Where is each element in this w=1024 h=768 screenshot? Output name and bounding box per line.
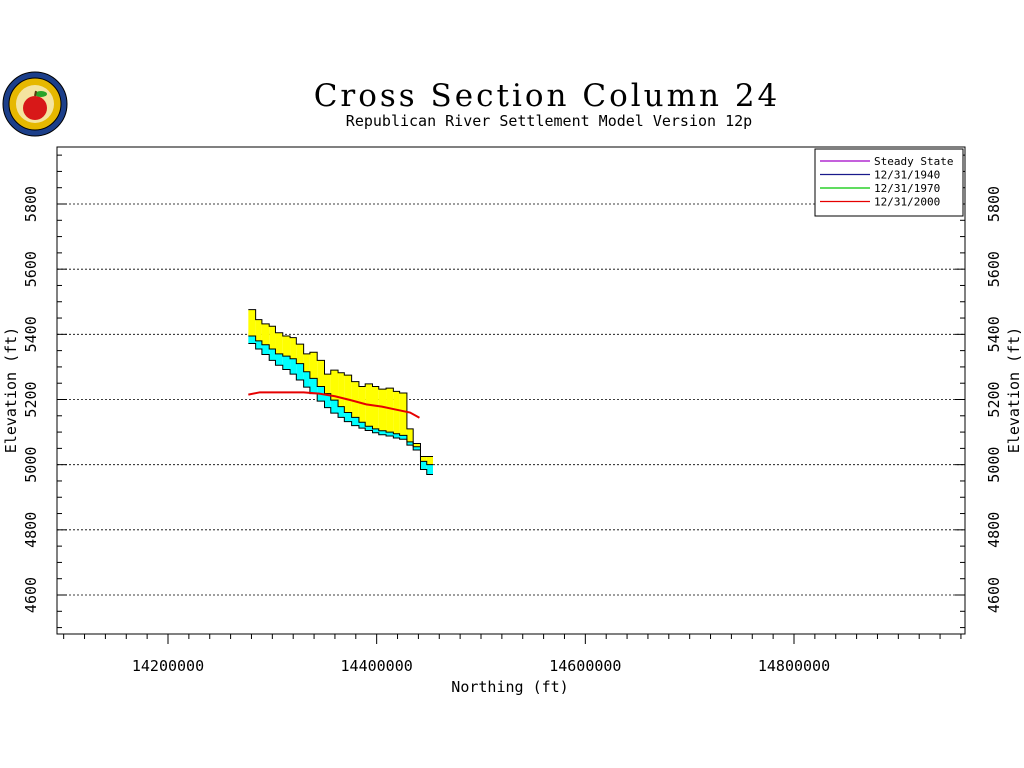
layer-outline-mid xyxy=(248,335,434,466)
legend: Steady State12/31/194012/31/197012/31/20… xyxy=(814,148,964,217)
layer-fills xyxy=(248,309,434,475)
layer-cell-upper xyxy=(344,375,352,413)
layer-outline-top xyxy=(248,309,434,458)
plot-frame xyxy=(56,146,966,635)
layer-cell-lower xyxy=(386,432,394,436)
layer-cell-lower xyxy=(420,461,427,470)
layer-cell-lower xyxy=(261,344,270,355)
layer-cell-upper xyxy=(255,319,262,341)
layer-cell-upper xyxy=(317,360,325,387)
legend-label: 12/31/2000 xyxy=(874,196,940,209)
tick-labels: 4600 4600 4800 4800 5000 5000 5200 5200 5400 5400… xyxy=(22,186,1003,675)
layer-cell-lower xyxy=(393,433,400,438)
layer-cell-upper xyxy=(406,428,414,442)
layer-cell-lower xyxy=(365,426,373,431)
legend-label: Steady State xyxy=(874,155,953,168)
layer-cell-lower xyxy=(351,417,359,426)
y-tick-label-left: 5400 xyxy=(22,316,40,352)
layer-cell-upper xyxy=(420,456,427,462)
y-tick-label-left: 5800 xyxy=(22,186,40,222)
seal-logo xyxy=(2,71,68,137)
layer-cell-upper xyxy=(378,389,387,431)
layer-cell-upper xyxy=(413,443,421,447)
layer-cell-upper xyxy=(324,374,331,394)
legend-box xyxy=(814,148,964,217)
series-lines xyxy=(248,391,420,419)
layer-cell-upper xyxy=(248,309,256,336)
layer-cell-upper xyxy=(358,386,366,423)
layer-cell-lower xyxy=(399,435,407,440)
legend-label: 12/31/1970 xyxy=(874,182,940,195)
y-tick-label-left: 5600 xyxy=(22,251,40,287)
gridlines xyxy=(57,203,965,596)
layer-cell-upper xyxy=(269,326,276,349)
layer-cell-lower xyxy=(413,446,421,451)
chart-subtitle: Republican River Settlement Model Versio… xyxy=(346,112,752,130)
layer-cell-lower xyxy=(255,340,262,349)
layer-cell-lower xyxy=(309,378,318,394)
y-tick-label-left: 4600 xyxy=(22,577,40,613)
layer-cell-upper xyxy=(393,391,400,434)
y-tick-label-right: 4600 xyxy=(985,577,1003,613)
layer-cell-upper xyxy=(386,388,394,433)
layer-cell-upper xyxy=(330,370,339,401)
y-tick-label-right: 4800 xyxy=(985,512,1003,548)
x-tick-label: 14200000 xyxy=(132,657,204,675)
x-tick-label: 14400000 xyxy=(341,657,413,675)
layer-cell-lower xyxy=(426,464,434,475)
layer-outline-bot xyxy=(248,342,434,475)
layer-cell-upper xyxy=(282,335,291,357)
layer-cell-upper xyxy=(351,381,359,418)
y-tick-label-right: 5200 xyxy=(985,381,1003,417)
layer-cell-upper xyxy=(309,352,318,379)
layer-cell-upper xyxy=(426,456,434,465)
layer-cell-lower xyxy=(296,363,304,380)
layer-cell-lower xyxy=(330,400,339,414)
x-tick-label: 14800000 xyxy=(758,657,830,675)
legend-label: 12/31/1940 xyxy=(874,169,940,182)
layer-cell-lower xyxy=(303,371,310,388)
layer-cell-lower xyxy=(378,430,387,435)
layer-cell-upper xyxy=(261,323,270,345)
layer-cell-upper xyxy=(303,353,310,372)
layer-cell-lower xyxy=(344,412,352,422)
y-tick-label-left: 4800 xyxy=(22,512,40,548)
layer-cell-upper xyxy=(290,337,297,359)
x-axis-label: Northing (ft) xyxy=(451,678,568,696)
layer-cell-lower xyxy=(338,406,345,418)
y-tick-label-right: 5400 xyxy=(985,316,1003,352)
layer-cell-lower xyxy=(275,353,283,366)
layer-cell-upper xyxy=(296,344,304,364)
axis-ticks xyxy=(57,154,965,644)
layer-cell-lower xyxy=(406,441,414,446)
layer-cell-lower xyxy=(372,428,379,433)
chart-title: Cross Section Column 24 xyxy=(314,78,781,114)
layer-cell-upper xyxy=(372,386,379,429)
layer-cell-upper xyxy=(275,332,283,354)
layer-cell-lower xyxy=(282,356,291,370)
layer-cell-upper xyxy=(399,392,407,436)
layer-cell-lower xyxy=(248,335,256,344)
series-line-2000 xyxy=(248,391,420,419)
layer-cell-lower xyxy=(358,422,366,429)
y-axis-label-left: Elevation (ft) xyxy=(2,327,20,453)
y-tick-label-right: 5600 xyxy=(985,251,1003,287)
layer-cell-upper xyxy=(338,372,345,407)
layer-cell-lower xyxy=(269,348,276,361)
y-tick-label-left: 5200 xyxy=(22,381,40,417)
y-tick-label-left: 5000 xyxy=(22,447,40,483)
y-axis-label-right: Elevation (ft) xyxy=(1005,327,1023,453)
y-tick-label-right: 5800 xyxy=(985,186,1003,222)
layer-cell-lower xyxy=(324,393,331,408)
layer-cell-lower xyxy=(290,358,297,375)
y-tick-label-right: 5000 xyxy=(985,447,1003,483)
x-tick-label: 14600000 xyxy=(549,657,621,675)
